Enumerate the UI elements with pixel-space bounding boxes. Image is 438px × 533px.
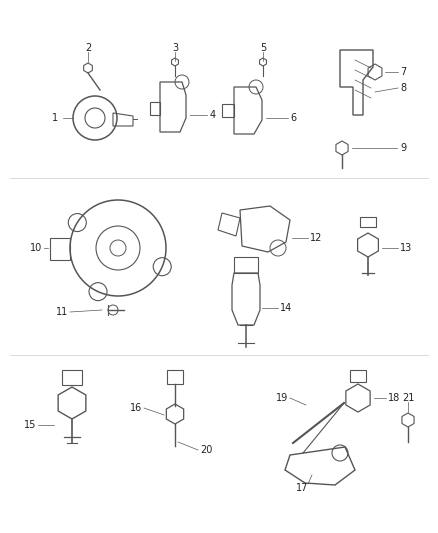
Text: 11: 11 xyxy=(56,307,68,317)
Text: 20: 20 xyxy=(200,445,212,455)
Text: 5: 5 xyxy=(260,43,266,53)
Text: 21: 21 xyxy=(402,393,414,403)
Text: 9: 9 xyxy=(400,143,406,153)
Text: 6: 6 xyxy=(290,113,296,123)
Text: 15: 15 xyxy=(24,420,36,430)
Text: 17: 17 xyxy=(296,483,308,493)
Text: 18: 18 xyxy=(388,393,400,403)
Text: 12: 12 xyxy=(310,233,322,243)
Text: 2: 2 xyxy=(85,43,91,53)
Text: 19: 19 xyxy=(276,393,288,403)
Text: 3: 3 xyxy=(172,43,178,53)
Text: 1: 1 xyxy=(52,113,58,123)
Text: 13: 13 xyxy=(400,243,412,253)
Text: 4: 4 xyxy=(210,110,216,120)
Text: 7: 7 xyxy=(400,67,406,77)
Text: 14: 14 xyxy=(280,303,292,313)
Text: 10: 10 xyxy=(30,243,42,253)
Text: 8: 8 xyxy=(400,83,406,93)
Text: 16: 16 xyxy=(130,403,142,413)
